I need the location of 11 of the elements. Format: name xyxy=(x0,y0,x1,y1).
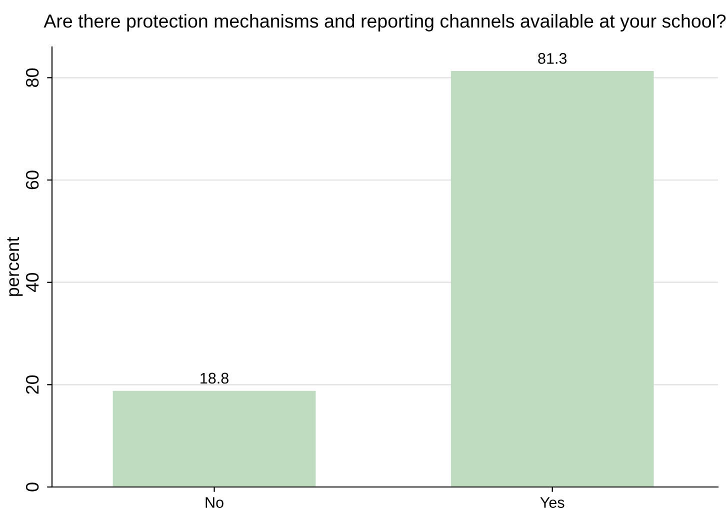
chart-title: Are there protection mechanisms and reporting channels available at your school? xyxy=(44,14,726,32)
data-label: 18.8 xyxy=(200,372,228,384)
data-label: 81.3 xyxy=(538,53,567,64)
y-tick-label: 60 xyxy=(26,170,39,190)
x-tick-label: Yes xyxy=(540,497,564,508)
y-tick-label: 20 xyxy=(26,375,39,394)
x-tick-label: No xyxy=(206,497,224,508)
y-tick-label: 0 xyxy=(26,482,39,492)
y-axis-title: percent xyxy=(7,237,23,296)
y-tick-label: 40 xyxy=(26,273,39,292)
y-tick-label: 80 xyxy=(26,68,39,87)
